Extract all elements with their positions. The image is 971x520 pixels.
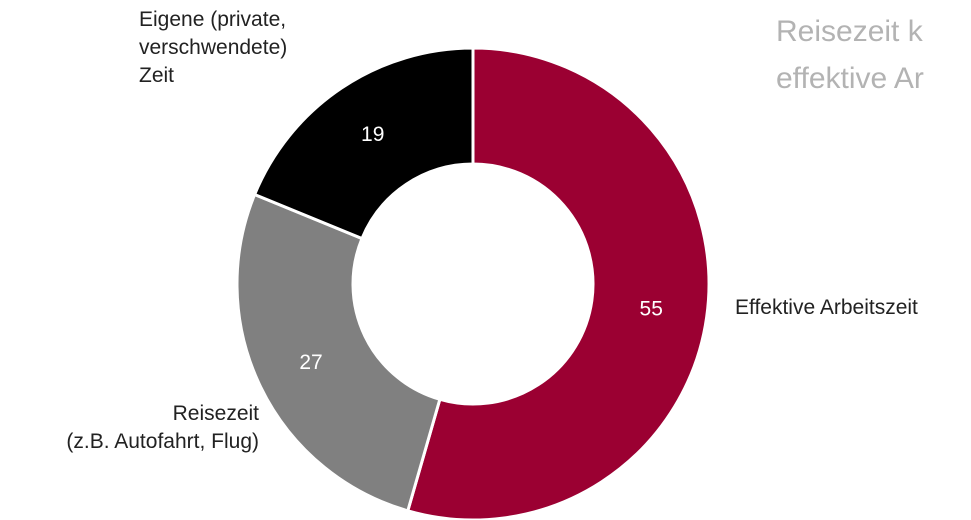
- callout-eigene-line-2: verschwendete): [139, 36, 288, 59]
- value-label-reisezeit: 27: [299, 351, 322, 374]
- value-label-eigene-zeit: 19: [361, 123, 384, 146]
- callout-eigene-zeit: Eigene (private, verschwendete) Zeit: [139, 6, 287, 90]
- callout-effektive-line-1: Effektive Arbeitszeit: [735, 296, 918, 319]
- callout-eigene-line-1: Eigene (private,: [139, 8, 287, 31]
- chart-title: Reisezeit k effektive Ar: [776, 8, 924, 102]
- slice-reisezeit: [235, 192, 442, 513]
- callout-effektive-arbeitszeit: Effektive Arbeitszeit: [735, 294, 918, 322]
- callout-reisezeit-line-1: Reisezeit: [172, 402, 259, 425]
- slice-effektive-arbeitszeit: [405, 46, 711, 520]
- slice-eigene-zeit: [252, 46, 475, 241]
- value-label-effektive-arbeitszeit: 55: [640, 298, 663, 321]
- callout-eigene-line-3: Zeit: [139, 64, 175, 87]
- callout-reisezeit: Reisezeit (z.B. Autofahrt, Flug): [66, 400, 259, 456]
- callout-reisezeit-line-2: (z.B. Autofahrt, Flug): [66, 430, 259, 453]
- chart-title-line-2: effektive Ar: [776, 62, 924, 95]
- chart-title-line-1: Reisezeit k: [776, 15, 923, 48]
